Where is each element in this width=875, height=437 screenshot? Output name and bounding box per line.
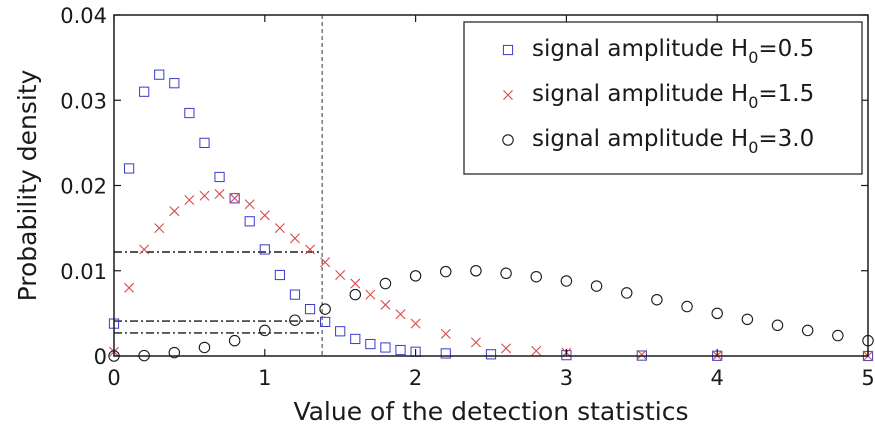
data-point-h30 bbox=[168, 346, 181, 359]
x-tick-label: 5 bbox=[861, 366, 874, 390]
data-point-h05 bbox=[229, 193, 240, 204]
data-point-h15 bbox=[244, 199, 255, 210]
data-point-h15 bbox=[305, 244, 316, 255]
y-tick-label: 0.04 bbox=[60, 4, 107, 28]
data-point-h30 bbox=[228, 334, 241, 347]
y-tick-label: 0 bbox=[94, 345, 107, 369]
legend-marker-h30 bbox=[502, 134, 514, 146]
y-axis-ticks: 0 0.01 0.02 0.03 0.04 bbox=[60, 4, 868, 369]
data-point-h05 bbox=[485, 349, 497, 360]
data-point-h30 bbox=[379, 277, 392, 290]
data-point-h05 bbox=[350, 333, 361, 345]
data-point-h30 bbox=[801, 324, 814, 337]
data-point-h15 bbox=[470, 337, 481, 348]
data-point-h15 bbox=[289, 233, 300, 244]
data-point-h15 bbox=[440, 328, 451, 339]
data-point-h05 bbox=[214, 171, 225, 183]
data-point-h30 bbox=[771, 319, 784, 332]
legend-marker-h15 bbox=[503, 90, 513, 100]
data-point-h05 bbox=[395, 344, 406, 356]
data-point-h05 bbox=[320, 316, 331, 327]
data-point-h15 bbox=[350, 278, 361, 289]
data-point-h15 bbox=[636, 349, 647, 360]
data-point-h15 bbox=[380, 299, 391, 310]
legend-label-h05: signal amplitude H0=0.5 bbox=[532, 36, 814, 67]
data-point-h05 bbox=[184, 107, 195, 119]
data-point-h30 bbox=[681, 300, 693, 313]
data-point-h30 bbox=[289, 314, 301, 326]
data-point-h30 bbox=[530, 270, 542, 283]
data-point-h30 bbox=[259, 324, 271, 337]
data-point-h15 bbox=[365, 289, 376, 300]
data-point-h15 bbox=[199, 190, 210, 201]
data-point-h15 bbox=[154, 223, 165, 234]
legend-marker-h05 bbox=[502, 44, 514, 56]
data-point-h05 bbox=[169, 78, 180, 89]
data-point-h05 bbox=[289, 289, 301, 300]
data-point-h30 bbox=[560, 275, 573, 287]
data-point-h15 bbox=[184, 195, 195, 205]
data-point-h30 bbox=[198, 341, 211, 354]
data-point-h15 bbox=[214, 189, 225, 200]
x-tick-label: 4 bbox=[711, 366, 724, 390]
data-point-h30 bbox=[832, 329, 844, 342]
data-point-h15 bbox=[320, 257, 331, 268]
data-point-h05 bbox=[154, 69, 165, 80]
data-point-h15 bbox=[259, 210, 270, 221]
legend-label-h15: signal amplitude H0=1.5 bbox=[532, 81, 814, 112]
y-tick-label: 0.01 bbox=[60, 260, 107, 284]
data-point-h30 bbox=[620, 287, 633, 299]
data-point-h15 bbox=[395, 309, 406, 320]
data-point-h15 bbox=[531, 345, 542, 356]
x-tick-label: 3 bbox=[560, 366, 573, 390]
data-point-h30 bbox=[319, 303, 331, 315]
data-point-h05 bbox=[274, 269, 285, 281]
data-point-h15 bbox=[501, 343, 512, 354]
data-point-h05 bbox=[123, 163, 135, 174]
legend: signal amplitude H0=0.5 signal amplitude … bbox=[463, 21, 863, 175]
data-point-h30 bbox=[500, 267, 512, 280]
legend-label-h30: signal amplitude H0=3.0 bbox=[532, 126, 814, 157]
x-axis-ticks: 0 1 2 3 4 5 bbox=[107, 15, 875, 390]
data-point-h15 bbox=[169, 206, 180, 217]
data-point-h05 bbox=[365, 338, 376, 350]
data-point-h05 bbox=[244, 216, 255, 227]
x-tick-label: 0 bbox=[107, 366, 120, 390]
data-point-h30 bbox=[590, 280, 603, 292]
data-point-h30 bbox=[470, 264, 482, 277]
plot-area bbox=[108, 15, 874, 362]
data-point-h05 bbox=[259, 244, 270, 255]
data-point-h30 bbox=[711, 307, 723, 320]
data-point-h15 bbox=[229, 193, 240, 204]
legend-box bbox=[463, 21, 863, 175]
data-point-h30 bbox=[409, 270, 422, 282]
data-point-h05 bbox=[380, 342, 391, 353]
data-point-h15 bbox=[410, 318, 421, 329]
data-point-h05 bbox=[199, 137, 210, 148]
y-tick-label: 0.02 bbox=[60, 175, 107, 199]
data-point-h05 bbox=[139, 86, 150, 97]
data-point-h05 bbox=[304, 304, 316, 315]
y-tick-label: 0.03 bbox=[60, 89, 107, 113]
y-axis-label: Probability density bbox=[13, 69, 42, 301]
x-axis-label: Value of the detection statistics bbox=[293, 397, 688, 426]
data-point-h05 bbox=[440, 348, 451, 359]
data-point-h05 bbox=[335, 326, 346, 337]
data-point-h30 bbox=[349, 288, 362, 301]
data-point-h15 bbox=[274, 223, 285, 234]
data-point-h15 bbox=[335, 270, 346, 281]
x-tick-label: 1 bbox=[258, 366, 271, 390]
data-point-h30 bbox=[741, 313, 754, 326]
data-point-h30 bbox=[440, 265, 452, 278]
data-point-h15 bbox=[124, 282, 135, 293]
data-point-h15 bbox=[139, 244, 150, 255]
x-tick-label: 2 bbox=[409, 366, 422, 390]
data-point-h30 bbox=[651, 293, 663, 306]
